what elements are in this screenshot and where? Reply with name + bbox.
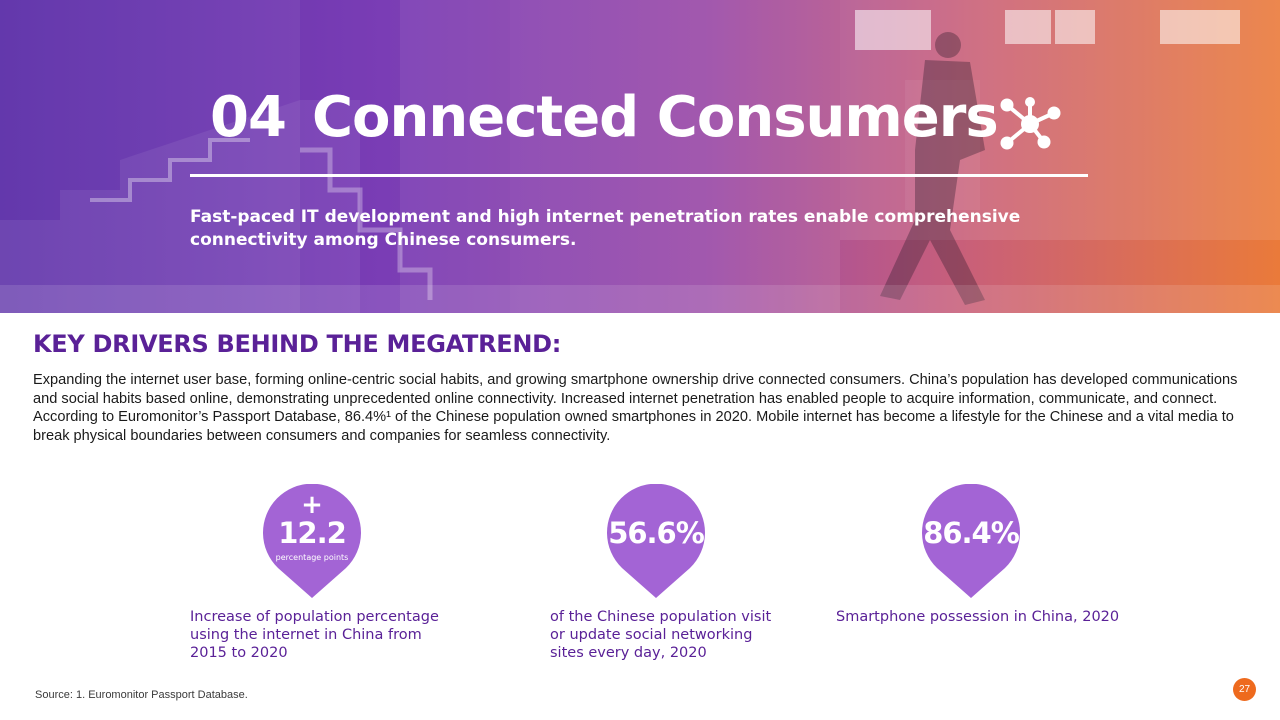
stat-internet-users: + 12.2 percentage points <box>263 484 363 600</box>
stat-unit: percentage points <box>275 553 349 562</box>
stat-value: 12.2 <box>278 516 347 550</box>
hero-banner: 04 Connected Consumers Fast-paced IT dev… <box>0 0 1280 313</box>
page-title: Connected Consumers <box>311 84 999 150</box>
stat-caption: Smartphone possession in China, 2020 <box>836 609 1120 625</box>
plus-sign: + <box>301 490 323 520</box>
hero-subtitle: Fast-paced IT development and high inter… <box>190 207 1021 250</box>
location-pin-shape <box>607 484 705 598</box>
source-note: Source: 1. Euromonitor Passport Database… <box>35 689 248 701</box>
stat-value: 56.6% <box>608 516 705 550</box>
stat-caption: of the Chinese population visit or updat… <box>550 609 772 661</box>
stat-smartphone-possession: 86.4% <box>922 484 1022 600</box>
hero-title: 04 Connected Consumers <box>210 82 999 152</box>
section-heading: KEY DRIVERS BEHIND THE MEGATREND: <box>33 330 562 358</box>
section-number: 04 <box>210 84 287 150</box>
stat-social-networking: 56.6% <box>607 484 707 600</box>
location-pin-shape <box>263 484 361 598</box>
title-divider <box>190 174 1088 177</box>
body-paragraph: Expanding the internet user base, formin… <box>33 372 1238 444</box>
location-pin-shape <box>922 484 1020 598</box>
page-number-badge: 27 <box>1233 678 1256 701</box>
stat-value: 86.4% <box>923 516 1020 550</box>
street-photo-background <box>0 0 1280 313</box>
network-icon <box>1000 97 1061 150</box>
stat-caption: Increase of population percentage using … <box>190 609 439 661</box>
